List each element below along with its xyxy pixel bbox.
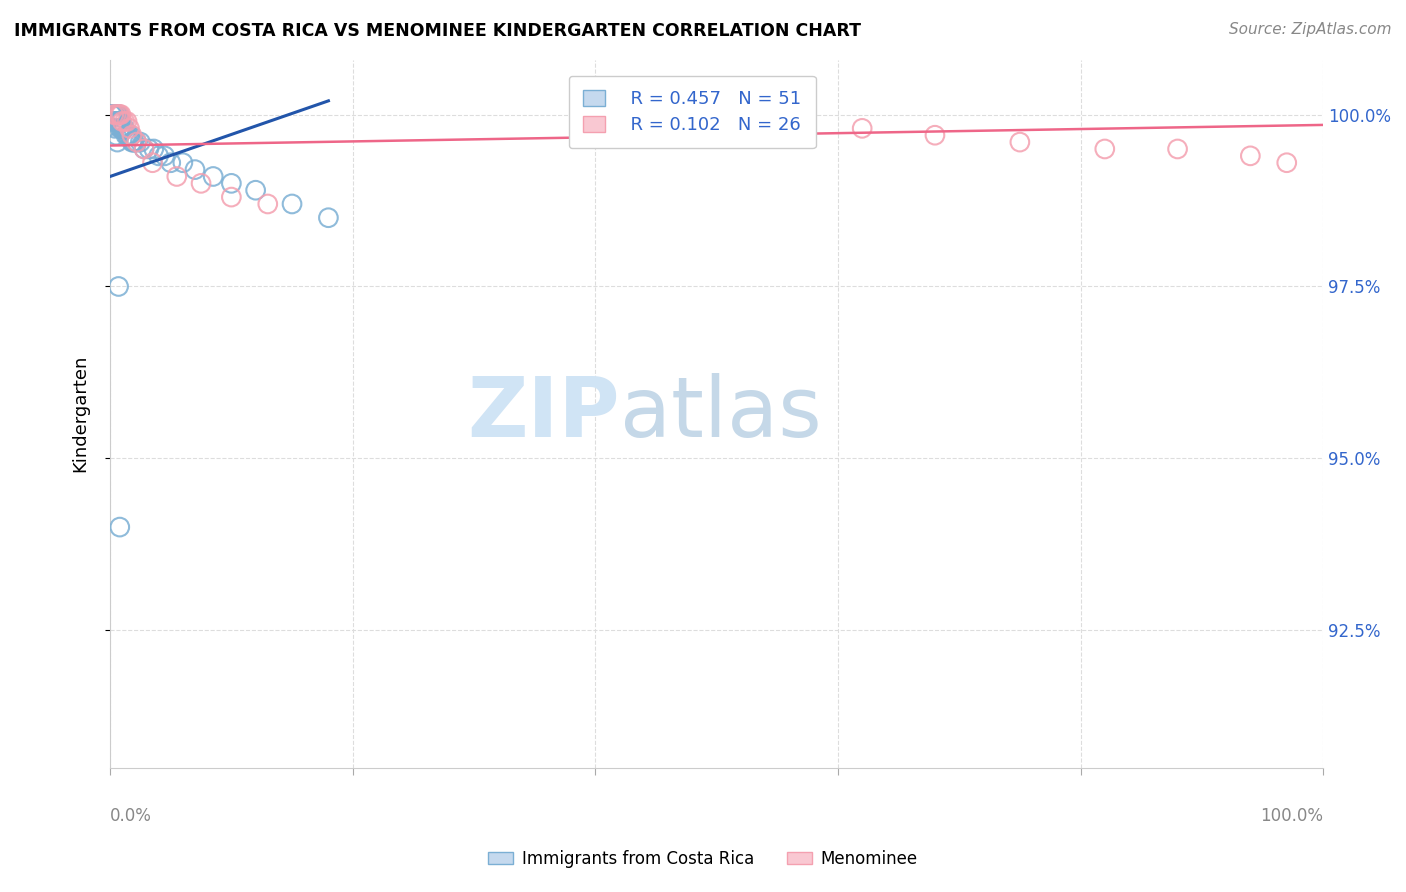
Legend:   R = 0.457   N = 51,   R = 0.102   N = 26: R = 0.457 N = 51, R = 0.102 N = 26 bbox=[569, 76, 815, 148]
Point bbox=[100, 107, 122, 121]
Point bbox=[114, 121, 136, 136]
Point bbox=[107, 107, 129, 121]
Point bbox=[105, 114, 128, 128]
Point bbox=[1239, 149, 1261, 163]
Text: IMMIGRANTS FROM COSTA RICA VS MENOMINEE KINDERGARTEN CORRELATION CHART: IMMIGRANTS FROM COSTA RICA VS MENOMINEE … bbox=[14, 22, 860, 40]
Point bbox=[111, 121, 134, 136]
Point bbox=[121, 135, 143, 149]
Text: 100.0%: 100.0% bbox=[1260, 806, 1323, 824]
Point bbox=[108, 520, 131, 534]
Point bbox=[105, 135, 128, 149]
Point bbox=[166, 169, 188, 184]
Point bbox=[924, 128, 946, 143]
Point bbox=[115, 114, 138, 128]
Point bbox=[111, 114, 134, 128]
Text: Source: ZipAtlas.com: Source: ZipAtlas.com bbox=[1229, 22, 1392, 37]
Point bbox=[108, 114, 131, 128]
Point bbox=[107, 279, 129, 293]
Point bbox=[112, 121, 135, 136]
Text: atlas: atlas bbox=[620, 373, 821, 454]
Point bbox=[132, 142, 155, 156]
Point bbox=[159, 155, 181, 169]
Point bbox=[118, 121, 141, 136]
Point bbox=[110, 121, 132, 136]
Point bbox=[118, 128, 141, 143]
Point bbox=[101, 107, 124, 121]
Text: ZIP: ZIP bbox=[467, 373, 620, 454]
Point bbox=[115, 128, 138, 143]
Point bbox=[105, 114, 128, 128]
Point bbox=[124, 135, 146, 149]
Point bbox=[132, 142, 155, 156]
Y-axis label: Kindergarten: Kindergarten bbox=[72, 355, 89, 473]
Point bbox=[103, 107, 125, 121]
Point bbox=[108, 121, 131, 136]
Point bbox=[103, 107, 125, 121]
Point bbox=[142, 142, 165, 156]
Point bbox=[1094, 142, 1116, 156]
Point bbox=[138, 142, 160, 156]
Point bbox=[101, 107, 124, 121]
Point bbox=[281, 197, 304, 211]
Point bbox=[172, 155, 194, 169]
Point bbox=[184, 162, 207, 177]
Point bbox=[153, 149, 176, 163]
Point bbox=[148, 149, 170, 163]
Point bbox=[221, 190, 243, 204]
Point bbox=[103, 114, 125, 128]
Point bbox=[114, 114, 136, 128]
Point bbox=[103, 107, 125, 121]
Point bbox=[125, 135, 148, 149]
Point bbox=[104, 121, 127, 136]
Point bbox=[190, 177, 212, 191]
Point bbox=[117, 128, 139, 143]
Point bbox=[104, 107, 127, 121]
Point bbox=[105, 107, 128, 121]
Point bbox=[1167, 142, 1189, 156]
Point bbox=[120, 128, 142, 143]
Point bbox=[122, 135, 145, 149]
Point bbox=[221, 177, 243, 191]
Point bbox=[105, 128, 128, 143]
Point bbox=[104, 107, 127, 121]
Point bbox=[125, 135, 148, 149]
Point bbox=[245, 183, 267, 197]
Point bbox=[105, 107, 128, 121]
Point bbox=[105, 107, 128, 121]
Point bbox=[110, 114, 132, 128]
Point bbox=[105, 114, 128, 128]
Point bbox=[202, 169, 225, 184]
Point bbox=[121, 128, 143, 143]
Point bbox=[104, 114, 127, 128]
Point bbox=[256, 197, 278, 211]
Point bbox=[115, 128, 138, 143]
Text: 0.0%: 0.0% bbox=[110, 806, 152, 824]
Point bbox=[141, 155, 163, 169]
Legend: Immigrants from Costa Rica, Menominee: Immigrants from Costa Rica, Menominee bbox=[482, 844, 924, 875]
Point bbox=[766, 121, 789, 136]
Point bbox=[107, 114, 129, 128]
Point bbox=[108, 107, 131, 121]
Point bbox=[129, 135, 152, 149]
Point bbox=[1008, 135, 1031, 149]
Point bbox=[110, 107, 132, 121]
Point bbox=[107, 107, 129, 121]
Point bbox=[851, 121, 873, 136]
Point bbox=[1275, 155, 1298, 169]
Point bbox=[706, 114, 728, 128]
Point bbox=[318, 211, 340, 225]
